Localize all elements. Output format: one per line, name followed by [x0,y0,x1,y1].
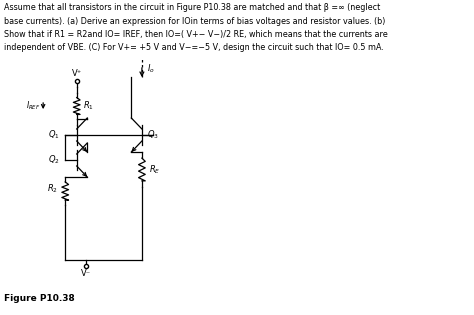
Text: $Q_2$: $Q_2$ [48,154,59,166]
Text: $Q_1$: $Q_1$ [48,129,59,141]
Text: Show that if R1 = R2and IO= IREF, then IO=( V+− V−)/2 RE, which means that the c: Show that if R1 = R2and IO= IREF, then I… [4,30,388,39]
Text: $R_E$: $R_E$ [149,163,160,176]
Text: Assume that all transistors in the circuit in Figure P10.38 are matched and that: Assume that all transistors in the circu… [4,3,380,12]
Text: $Q_3$: $Q_3$ [147,129,159,141]
Text: independent of VBE. (C) For V+= +5 V and V−=−5 V, design the circuit such that I: independent of VBE. (C) For V+= +5 V and… [4,43,384,53]
Text: V⁻: V⁻ [81,269,91,278]
Text: $I_{REF}$: $I_{REF}$ [26,100,40,112]
Text: V⁺: V⁺ [72,69,82,78]
Text: $R_1$: $R_1$ [83,100,94,112]
Text: base currents). (a) Derive an expression for IOin terms of bias voltages and res: base currents). (a) Derive an expression… [4,16,385,26]
Text: $I_o$: $I_o$ [147,63,155,75]
Text: $R_2$: $R_2$ [46,183,57,195]
Text: Figure P10.38: Figure P10.38 [4,294,74,303]
